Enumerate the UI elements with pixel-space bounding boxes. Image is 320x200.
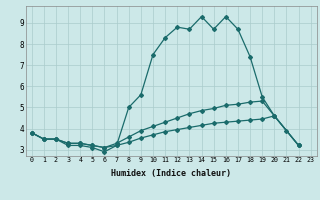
X-axis label: Humidex (Indice chaleur): Humidex (Indice chaleur) [111, 169, 231, 178]
